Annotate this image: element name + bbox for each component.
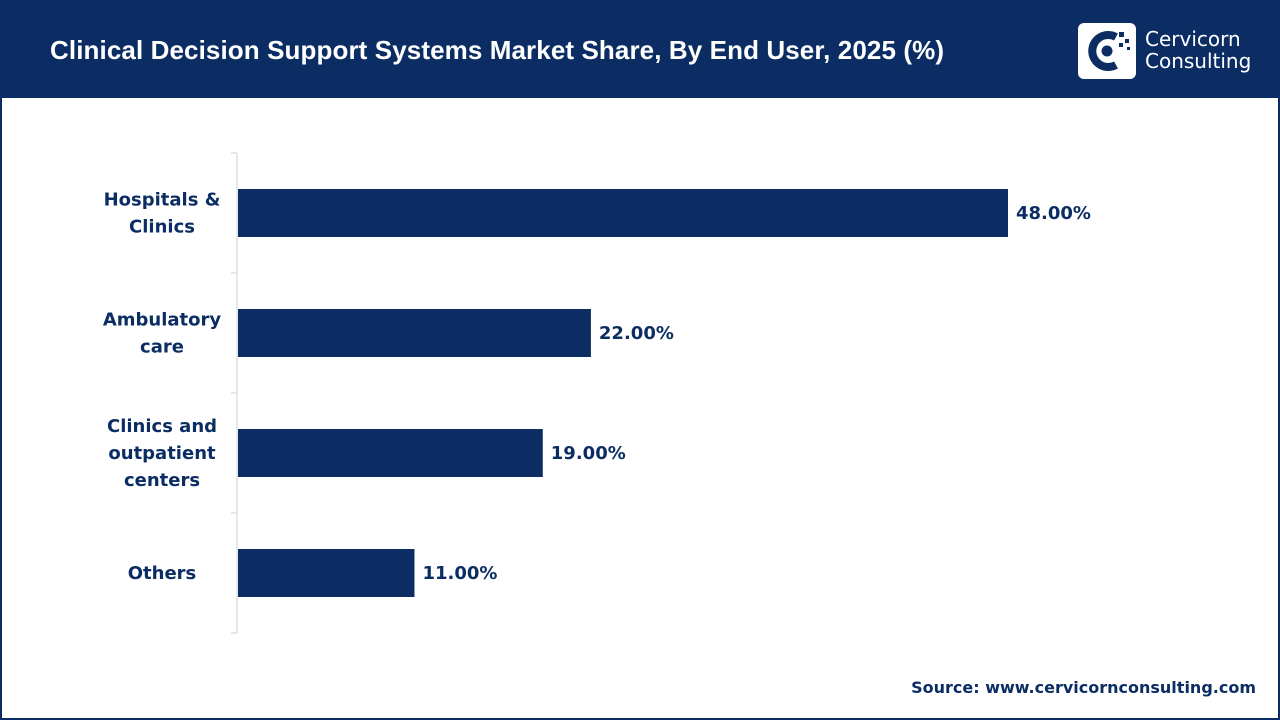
- logo-text: Cervicorn Consulting: [1145, 28, 1251, 72]
- bar: [238, 189, 1008, 237]
- bar: [238, 309, 591, 357]
- value-label: 11.00%: [422, 563, 497, 584]
- value-label: 19.00%: [551, 443, 626, 464]
- value-label: 22.00%: [599, 323, 674, 344]
- cervicorn-logo-icon: [1078, 23, 1136, 79]
- category-label: Ambulatory care: [103, 310, 222, 358]
- logo-line-1: Cervicorn: [1145, 27, 1241, 51]
- bar: [238, 549, 415, 597]
- category-label: Hospitals & Clinics: [104, 190, 221, 238]
- chart-title: Clinical Decision Support Systems Market…: [50, 35, 945, 65]
- brand-logo: Cervicorn Consulting: [1078, 21, 1258, 81]
- bar: [238, 429, 543, 477]
- value-label: 48.00%: [1016, 203, 1091, 224]
- source-note: Source: www.cervicornconsulting.com: [911, 678, 1256, 697]
- category-label: Others: [128, 563, 197, 584]
- logo-line-2: Consulting: [1145, 49, 1252, 73]
- bar-chart: 48.00% Hospitals & Clinics 22.00% Ambulatory…: [103, 152, 1091, 634]
- category-label: Clinics and outpatient centers: [107, 416, 217, 491]
- header-banner: Clinical Decision Support Systems Market…: [2, 2, 1278, 98]
